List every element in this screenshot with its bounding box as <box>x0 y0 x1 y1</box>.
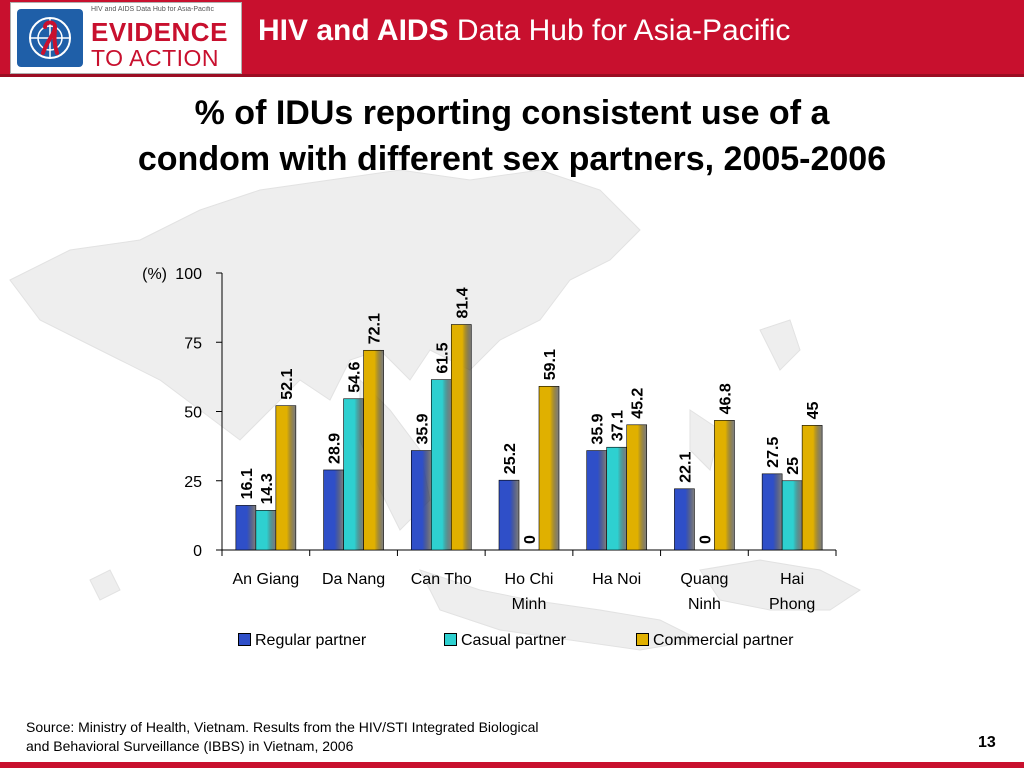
x-category-label: Quang <box>680 571 728 588</box>
source-note: Source: Ministry of Health, Vietnam. Res… <box>26 719 539 754</box>
bar-value-label: 28.9 <box>327 433 344 464</box>
bar-value-label: 52.1 <box>279 368 296 399</box>
bar-value-label: 0 <box>522 535 539 544</box>
bar-value-label: 54.6 <box>347 362 364 393</box>
bar <box>275 405 297 551</box>
header-title-bold: HIV and AIDS <box>258 14 449 47</box>
logo-line-2: TO ACTION <box>91 45 220 71</box>
footer-bar <box>0 762 1024 768</box>
y-tick-label: 0 <box>193 543 202 560</box>
bar <box>781 480 803 551</box>
header-bar: HIV and AIDS Data Hub for Asia-Pacific E… <box>0 0 1024 77</box>
bar-value-label: 81.4 <box>454 287 471 318</box>
x-category-label: Da Nang <box>322 571 385 588</box>
slide-title: % of IDUs reporting consistent use of a … <box>137 94 887 178</box>
evidence-to-action-logo: HIV and AIDS Data Hub for Asia-Pacific E… <box>10 2 242 74</box>
bar-value-label: 59.1 <box>542 349 559 380</box>
bar-value-label: 25.2 <box>502 443 519 474</box>
bar <box>674 488 695 551</box>
legend-label-casual: Casual partner <box>461 632 566 649</box>
header-title: HIV and AIDS Data Hub for Asia-Pacific <box>258 14 790 48</box>
bar-value-label: 46.8 <box>717 383 734 414</box>
bar <box>606 446 628 551</box>
bar <box>410 450 432 551</box>
y-tick-label: 25 <box>184 474 202 491</box>
bar-value-label: 14.3 <box>259 473 276 504</box>
y-tick-label: 50 <box>184 405 202 422</box>
bar <box>761 473 783 551</box>
legend-item-commercial: Commercial partner <box>636 632 793 650</box>
bar-value-label: 25 <box>785 457 802 475</box>
page-number: 13 <box>978 734 996 751</box>
bar-value-label: 35.9 <box>590 413 607 444</box>
bar-value-label: 16.1 <box>239 468 256 499</box>
legend-label-commercial: Commercial partner <box>653 632 794 649</box>
logo-line-1: EVIDENCE <box>91 17 228 47</box>
logo-small-text: HIV and AIDS Data Hub for Asia-Pacific <box>91 6 214 13</box>
bar <box>714 420 735 551</box>
bar <box>626 424 648 551</box>
bar <box>235 505 257 551</box>
bar-value-label: 27.5 <box>765 437 782 468</box>
x-category-label: Ha Noi <box>592 571 641 588</box>
bar <box>586 450 608 551</box>
x-category-label: Ninh <box>688 596 721 613</box>
header-title-rest: Data Hub for Asia-Pacific <box>456 14 791 47</box>
bar-value-label: 45.2 <box>630 388 647 419</box>
bar <box>801 425 823 551</box>
legend-swatch-commercial <box>636 633 649 646</box>
y-tick-label: 100 <box>175 266 202 283</box>
x-category-label: An Giang <box>232 571 299 588</box>
bar <box>323 469 344 551</box>
bar <box>538 385 560 551</box>
x-category-label: Hai <box>780 571 804 588</box>
bar <box>450 324 472 551</box>
x-category-label: Minh <box>512 596 547 613</box>
legend-swatch-casual <box>444 633 457 646</box>
x-category-label: Ho Chi <box>505 571 554 588</box>
bar <box>255 510 277 551</box>
x-category-label: Can Tho <box>411 571 472 588</box>
bar-value-label: 37.1 <box>610 410 627 441</box>
bar-value-label: 72.1 <box>367 313 384 344</box>
bar <box>498 479 520 551</box>
y-tick-label: 75 <box>184 335 202 352</box>
bar-value-label: 22.1 <box>677 452 694 483</box>
bar <box>363 349 384 551</box>
y-axis-unit-label: (%) <box>142 266 167 283</box>
legend-swatch-regular <box>238 633 251 646</box>
bar-value-label: 61.5 <box>434 342 451 373</box>
un-emblem-icon <box>17 9 83 67</box>
bar-value-label: 0 <box>697 535 714 544</box>
bar-value-label: 45 <box>805 401 822 419</box>
bar-value-label: 35.9 <box>414 413 431 444</box>
legend-item-regular: Regular partner <box>238 632 366 650</box>
legend-item-casual: Casual partner <box>444 632 566 650</box>
x-category-label: Phong <box>769 596 815 613</box>
bar <box>430 379 452 551</box>
legend-label-regular: Regular partner <box>255 632 367 649</box>
bar <box>343 398 364 551</box>
